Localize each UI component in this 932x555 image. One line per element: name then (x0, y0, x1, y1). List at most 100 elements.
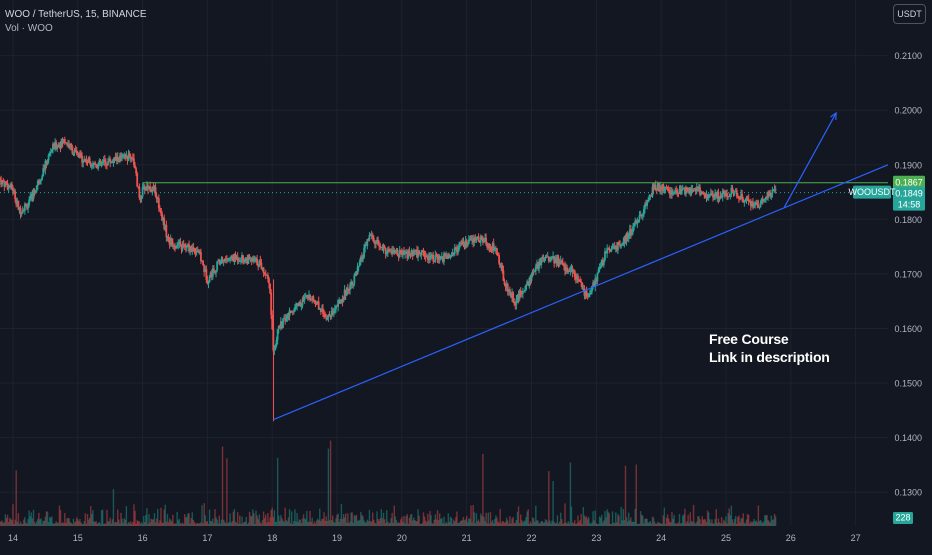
candle-body (147, 185, 149, 190)
volume-bar (472, 504, 474, 526)
candle-body (533, 270, 536, 272)
candle-body (418, 250, 421, 255)
candle-body (391, 250, 394, 254)
candle-body (768, 191, 771, 193)
time-tick-label: 18 (267, 533, 277, 543)
volume-bar (394, 516, 397, 526)
volume-bar (432, 523, 434, 526)
volume-bar (766, 515, 768, 526)
candle-body (371, 234, 374, 238)
candle-body (382, 245, 385, 251)
volume-bar (251, 516, 253, 526)
candle-body (355, 272, 358, 275)
time-axis[interactable]: 14 15 16 17 18 19 20 21 22 23 24 25 26 27 (8, 533, 861, 543)
candle-body (13, 190, 15, 192)
volume-bar (154, 522, 157, 526)
candle-body (150, 191, 153, 193)
candle-body (149, 186, 152, 192)
candle-body (349, 285, 351, 290)
volume-bar (193, 522, 196, 526)
price-axis[interactable]: 0.2100 0.2000 0.1900 0.1800 0.1700 0.1600 0.15… (894, 51, 922, 498)
candle-body (452, 252, 455, 254)
candle-body (619, 244, 621, 247)
candle-body (443, 253, 445, 262)
candle-body (723, 191, 726, 197)
candle-body (514, 303, 517, 305)
volume-bar (583, 515, 586, 526)
volume-bar (393, 505, 396, 526)
volume-bar (86, 514, 89, 526)
volume-bar (409, 514, 412, 526)
volume-bar (543, 522, 546, 526)
volume-bar (463, 520, 466, 526)
candle-body (348, 289, 350, 291)
candle-body (245, 258, 248, 260)
volume-bar (266, 522, 268, 526)
symbol-title[interactable]: WOO / TetherUS, 15, BINANCE (5, 9, 147, 20)
volume-bar (423, 516, 426, 526)
candle-body (541, 257, 544, 259)
candle-body (647, 199, 650, 203)
volume-bar (150, 518, 152, 526)
volume-bar (220, 519, 223, 526)
volume-bar (1, 520, 3, 526)
price-tick-label: 0.1600 (894, 324, 922, 334)
candle-body (729, 194, 732, 197)
volume-bar (44, 516, 47, 526)
currency-button[interactable]: USDT (893, 4, 926, 24)
candle-body (750, 202, 753, 206)
volume-bar (96, 523, 98, 526)
candle-body (699, 187, 701, 195)
candle-body (84, 158, 87, 160)
candle-body (738, 196, 740, 199)
volume-bar (342, 514, 345, 526)
candle-body (96, 167, 99, 169)
candle-body (688, 187, 691, 192)
candle-body (109, 158, 112, 163)
candle-body (303, 297, 306, 300)
volume-bar (634, 508, 636, 526)
candle-body (17, 200, 20, 210)
volume-bar (429, 511, 431, 526)
candle-body (140, 196, 143, 200)
candle-body (648, 195, 651, 200)
volume-bar (84, 513, 87, 526)
candle-body (621, 244, 624, 246)
volume-bar (383, 519, 386, 526)
candle-body (591, 285, 593, 292)
candle-body (513, 301, 516, 304)
candle-body (439, 257, 442, 260)
drawing-layer[interactable] (0, 111, 889, 421)
volume-bar (428, 520, 430, 526)
volume-bar (410, 513, 413, 526)
volume-bar (386, 510, 388, 526)
candle-body (612, 245, 615, 248)
candle-body (574, 276, 577, 280)
candle-body (388, 248, 390, 250)
candle-body (712, 194, 714, 198)
volume-indicator-label[interactable]: Vol · WOO (5, 23, 53, 34)
candle-body (602, 260, 605, 265)
volume-bar (680, 522, 683, 526)
candle-body (297, 303, 300, 307)
candle-body (383, 245, 386, 248)
volume-bar (351, 512, 353, 526)
candle-body (360, 256, 363, 260)
ascending-trendline[interactable] (273, 164, 889, 421)
volume-bar (226, 458, 228, 526)
volume-bar (347, 513, 349, 526)
candle-body (749, 201, 752, 206)
projection-arrow[interactable] (783, 112, 837, 208)
candle-body (631, 232, 633, 236)
volume-last-tag: 228 (893, 512, 913, 524)
candle-body (20, 213, 23, 215)
volume-bar (443, 516, 445, 526)
chart-annotation-text[interactable]: Free Course Link in description (709, 330, 830, 366)
candle-body (664, 186, 667, 190)
volume-bar (363, 520, 365, 526)
candle-body (517, 295, 520, 300)
candle-body (279, 321, 282, 329)
candle-body (625, 233, 628, 242)
